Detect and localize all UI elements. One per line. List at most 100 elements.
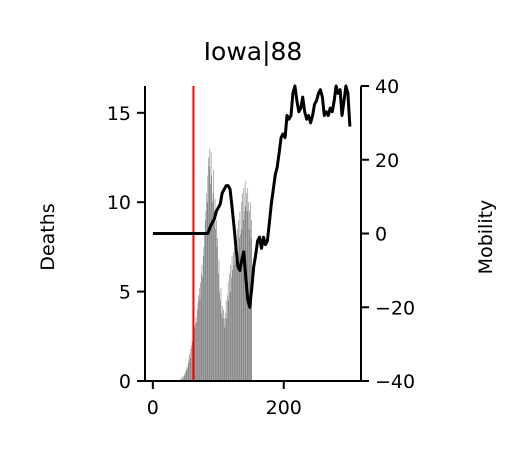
- deaths-bar: [184, 375, 186, 381]
- deaths-bar: [217, 237, 218, 381]
- deaths-bar: [219, 291, 220, 381]
- deaths-bar: [221, 313, 222, 381]
- deaths-bar: [250, 237, 252, 381]
- deaths-bar: [235, 259, 236, 381]
- deaths-bar: [208, 157, 209, 381]
- deaths-bar: [211, 175, 213, 381]
- deaths-bar: [242, 193, 243, 381]
- deaths-bar: [187, 368, 188, 381]
- deaths-bar: [210, 152, 212, 381]
- y-axis-ticks: 0 5 10 15: [107, 103, 145, 393]
- deaths-bar: [199, 288, 200, 381]
- deaths-bar: [208, 166, 210, 381]
- x-tick-label: 200: [266, 397, 302, 419]
- deaths-bar: [181, 377, 182, 381]
- deaths-bar: [229, 273, 230, 381]
- y2-tick-label: −40: [375, 371, 415, 393]
- y-tick-label: 5: [119, 282, 131, 304]
- deaths-bar: [232, 270, 234, 381]
- deaths-bar: [214, 198, 216, 381]
- deaths-bar: [182, 375, 184, 381]
- deaths-bar: [212, 202, 213, 381]
- deaths-bar: [216, 246, 218, 381]
- deaths-bar: [194, 327, 196, 381]
- deaths-bar: [243, 187, 245, 381]
- deaths-bar: [215, 229, 216, 381]
- deaths-bar: [221, 305, 223, 381]
- deaths-bar: [228, 300, 230, 381]
- deaths-bar: [220, 288, 222, 381]
- deaths-bar: [227, 282, 229, 381]
- deaths-bar: [185, 370, 187, 381]
- deaths-bar: [195, 316, 197, 381]
- deaths-bar: [196, 322, 198, 381]
- deaths-bar: [191, 341, 193, 381]
- mobility-line: [152, 84, 352, 309]
- deaths-bar: [218, 273, 219, 381]
- deaths-bar: [244, 211, 245, 381]
- deaths-bar: [236, 229, 238, 381]
- deaths-bar: [187, 363, 189, 381]
- deaths-bar: [236, 255, 237, 381]
- deaths-bar: [197, 302, 199, 381]
- deaths-bar: [189, 357, 191, 381]
- deaths-bar: [227, 295, 228, 381]
- deaths-bar: [199, 298, 201, 381]
- deaths-bar: [223, 318, 225, 381]
- deaths-bar: [183, 377, 184, 381]
- deaths-bar: [238, 237, 240, 381]
- deaths-bar: [222, 318, 224, 381]
- deaths-bar: [190, 348, 192, 381]
- deaths-bar: [186, 366, 188, 381]
- y-axis-title: Deaths: [37, 203, 59, 270]
- mobility-layer: [152, 84, 352, 309]
- x-tick-label: 0: [147, 397, 159, 419]
- deaths-bar: [219, 300, 221, 381]
- deaths-bar: [207, 175, 209, 381]
- deaths-bar: [213, 170, 215, 381]
- deaths-bar: [212, 193, 214, 381]
- deaths-bar: [198, 295, 199, 381]
- deaths-bar: [239, 211, 241, 381]
- deaths-bar: [231, 277, 232, 381]
- deaths-bar: [229, 291, 231, 381]
- x-axis-ticks: 0 200: [147, 381, 302, 419]
- deaths-bar: [216, 220, 217, 381]
- deaths-bar: [183, 373, 185, 381]
- deaths-bar: [234, 246, 235, 381]
- deaths-bar: [225, 300, 227, 381]
- deaths-bar: [210, 184, 211, 381]
- y-tick-label: 10: [107, 192, 131, 214]
- deaths-bar: [226, 318, 228, 381]
- deaths-bar: [225, 313, 226, 381]
- deaths-bar: [185, 372, 186, 381]
- deaths-bar: [189, 354, 190, 381]
- deaths-bar: [204, 234, 205, 381]
- deaths-bar: [188, 359, 190, 381]
- deaths-bar: [197, 309, 198, 381]
- deaths-bar: [233, 264, 235, 381]
- y2-axis-ticks: −40 −20 0 20 40: [361, 76, 415, 393]
- deaths-bar: [206, 193, 207, 381]
- deaths-bar: [200, 273, 202, 381]
- y-tick-label: 15: [107, 103, 131, 125]
- deaths-bar: [218, 259, 220, 381]
- deaths-bar: [209, 148, 211, 381]
- deaths-bar: [223, 309, 224, 381]
- deaths-bar: [195, 323, 196, 381]
- y-tick-label: 0: [119, 371, 131, 393]
- deaths-bar: [237, 252, 239, 381]
- deaths-bar: [202, 255, 204, 381]
- deaths-bar: [214, 211, 215, 381]
- deaths-bar: [200, 282, 201, 381]
- y2-tick-label: 20: [375, 150, 399, 172]
- deaths-bar: [233, 252, 234, 381]
- deaths-bar: [202, 277, 203, 381]
- deaths-bar: [201, 264, 203, 381]
- deaths-bar: [238, 220, 239, 381]
- deaths-bar: [224, 327, 226, 381]
- deaths-bar: [242, 220, 244, 381]
- deaths-bar: [206, 202, 208, 381]
- deaths-bar: [241, 229, 243, 381]
